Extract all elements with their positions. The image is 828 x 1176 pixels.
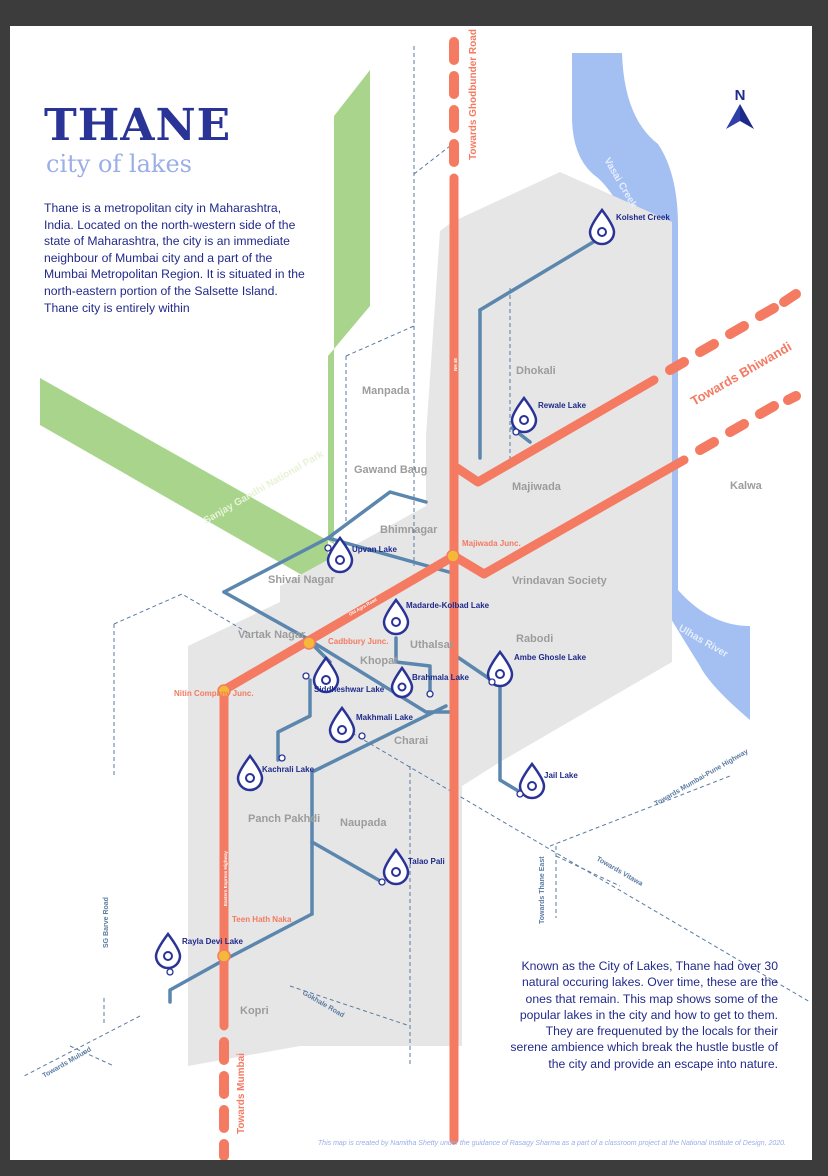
lake-rayla-devi: Rayla Devi Lake xyxy=(154,931,243,970)
area-panch-pakhdi: Panch Pakhdi xyxy=(248,813,320,825)
junc-teen-hath: Teen Hath Naka xyxy=(232,915,292,924)
lake-ambe-ghosle: Ambe Ghosle Lake xyxy=(486,649,587,688)
north-letter: N xyxy=(734,87,746,104)
lake-label-rewale: Rewale Lake xyxy=(538,401,587,410)
label-towards-ghodbunder: Towards Ghodbunder Road xyxy=(468,29,479,160)
outro-paragraph: Known as the City of Lakes, Thane had ov… xyxy=(510,959,778,1071)
lake-kolshet-creek: Kolshet Creek xyxy=(588,207,670,246)
lake-label-jail: Jail Lake xyxy=(544,771,578,780)
area-bhimnagar: Bhimnagar xyxy=(380,524,438,536)
area-khopat: Khopat xyxy=(360,655,398,667)
lake-madarde: Madarde-Kolbad Lake xyxy=(382,597,490,636)
area-dhokali: Dhokali xyxy=(516,365,556,377)
dir-vitawa: Towards Vitawa xyxy=(595,856,644,888)
area-charai: Charai xyxy=(394,735,428,747)
intro-paragraph: Thane is a metropolitan city in Maharash… xyxy=(44,201,305,315)
lake-label-rayla: Rayla Devi Lake xyxy=(182,937,243,946)
lake-label-siddheshwar: Siddheshwar Lake xyxy=(314,685,385,694)
label-towards-mumbai: Towards Mumbai xyxy=(236,1053,247,1134)
area-rabodi: Rabodi xyxy=(516,633,553,645)
lake-rewale: Rewale Lake xyxy=(510,395,587,434)
lake-label-upvan: Upvan Lake xyxy=(352,545,397,554)
area-uthalsar: Uthalsar xyxy=(410,639,455,651)
lake-label-brahmala: Brahmala Lake xyxy=(412,673,469,682)
dir-sg-barve: SG Barve Road xyxy=(103,897,110,948)
credit-line: This map is created by Namitha Shetty un… xyxy=(317,1140,786,1147)
north-arrow: N xyxy=(722,88,758,135)
lake-label-makhmali: Makhmali Lake xyxy=(356,713,413,722)
label-kalwa: Kalwa xyxy=(730,480,763,492)
city-area xyxy=(188,172,672,1066)
lake-siddheshwar: Siddheshwar Lake xyxy=(312,655,385,694)
road-label-nh48: NH 48 xyxy=(453,358,458,371)
area-majiwada: Majiwada xyxy=(512,481,562,493)
map-poster: NH 48 Eastern Express Highway Old Agra R… xyxy=(10,26,812,1160)
lake-markers: Kolshet Creek Rewale Lake Upvan Lake Mad… xyxy=(154,207,670,970)
area-vartak-nagar: Vartak Nagar xyxy=(238,629,306,641)
lake-label-talao: Talao Pali xyxy=(408,857,445,866)
north-arrow-icon xyxy=(726,104,754,129)
lake-talao-pali: Talao Pali xyxy=(382,847,445,886)
lake-jail: Jail Lake xyxy=(518,761,578,800)
park-area xyxy=(40,70,370,590)
lake-makhmali: Makhmali Lake xyxy=(328,705,413,744)
lake-label-ambe-ghosle: Ambe Ghosle Lake xyxy=(514,653,587,662)
page-title: THANE xyxy=(44,100,232,151)
area-kopri: Kopri xyxy=(240,1005,269,1017)
area-gawand-baug: Gawand Baug xyxy=(354,464,427,476)
junc-nitin: Nitin Company Junc. xyxy=(174,689,254,698)
area-naupada: Naupada xyxy=(340,817,387,829)
area-shivai-nagar: Shivai Nagar xyxy=(268,574,335,586)
boundary-lines xyxy=(23,46,811,1077)
lake-kachrali: Kachrali Lake xyxy=(236,753,315,792)
junction-labels: Majiwada Junc. Cadbbury Junc. Nitin Comp… xyxy=(174,539,521,924)
lake-label-kachrali: Kachrali Lake xyxy=(262,765,315,774)
area-manpada: Manpada xyxy=(362,385,411,397)
lake-upvan: Upvan Lake xyxy=(326,535,397,574)
neighbourhood-labels: Manpada Dhokali Gawand Baug Majiwada Bhi… xyxy=(238,365,608,1017)
page-subtitle: city of lakes xyxy=(46,150,192,178)
junc-cadbbury: Cadbbury Junc. xyxy=(328,637,388,646)
junc-majiwada: Majiwada Junc. xyxy=(462,539,521,548)
dir-mulund: Towards Mulund xyxy=(42,1046,93,1080)
junction-markers xyxy=(217,549,460,963)
dir-thane-east: Towards Thane East xyxy=(539,856,546,924)
lake-label-kolshet: Kolshet Creek xyxy=(616,213,670,222)
thane-lakes-map: NH 48 Eastern Express Highway Old Agra R… xyxy=(23,29,811,1160)
road-label-eastern-express: Eastern Express Highway xyxy=(223,850,228,906)
road-end-dots xyxy=(166,428,524,976)
dir-mumbai-pune: Towards Mumbai-Pune Highway xyxy=(654,748,750,808)
area-vrindavan: Vrindavan Society xyxy=(512,575,608,587)
lake-label-madarde: Madarde-Kolbad Lake xyxy=(406,601,490,610)
lake-brahmala: Brahmala Lake xyxy=(390,665,469,699)
